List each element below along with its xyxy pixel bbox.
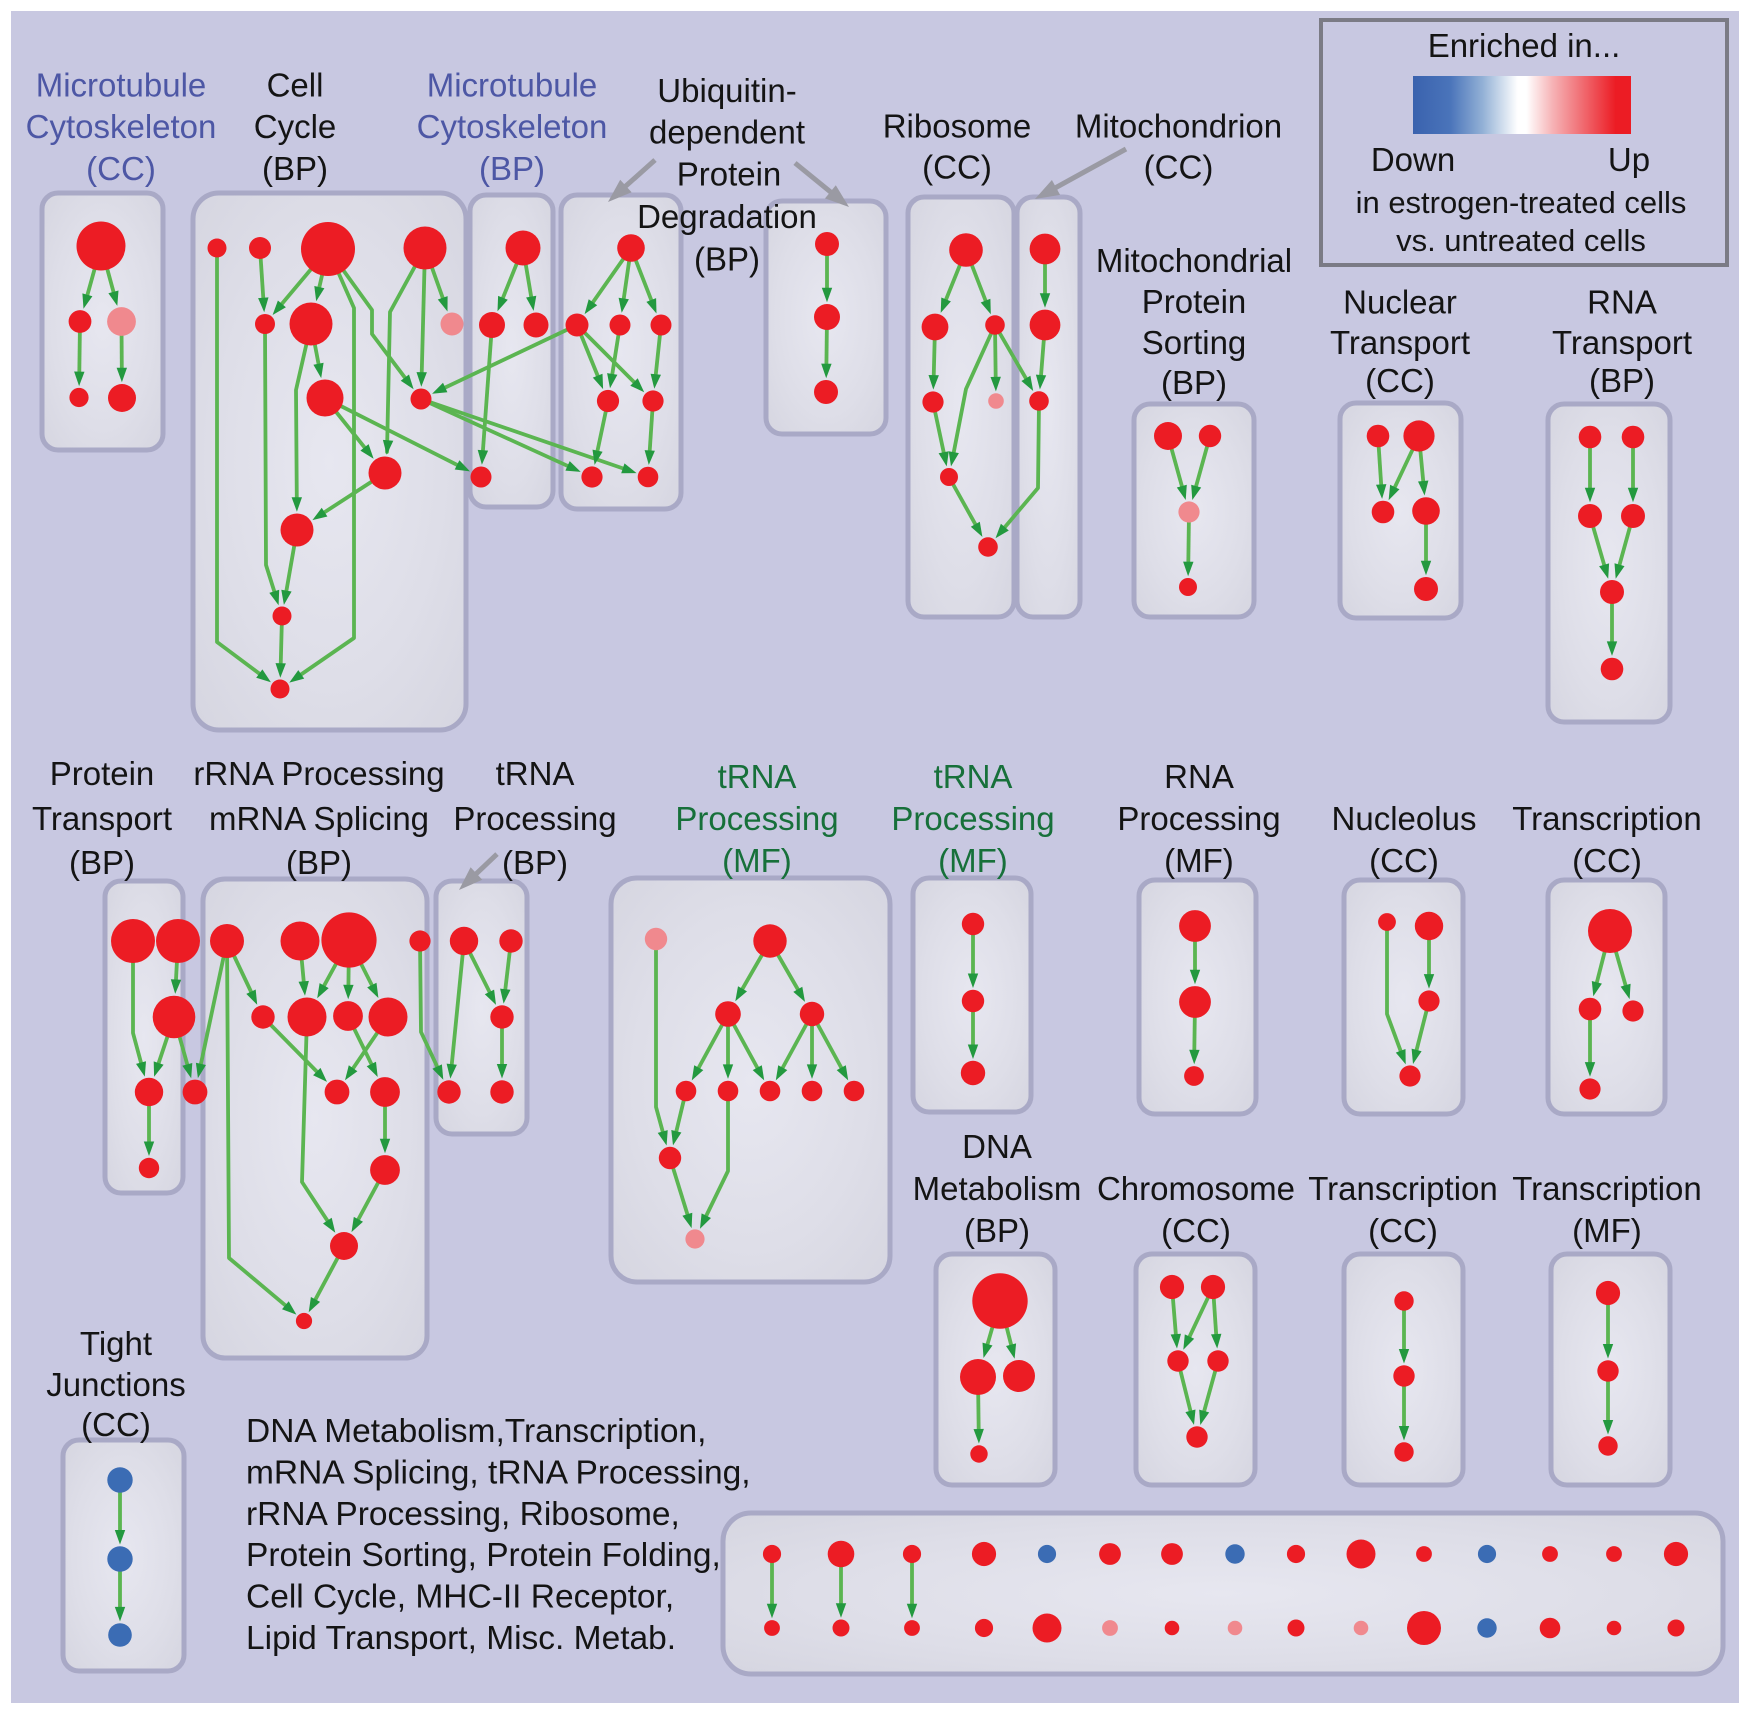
- svg-text:Protein: Protein: [50, 755, 155, 792]
- svg-text:(CC): (CC): [1369, 842, 1439, 879]
- svg-text:Processing: Processing: [453, 800, 616, 837]
- svg-text:(CC): (CC): [1368, 1212, 1438, 1249]
- svg-text:Processing: Processing: [675, 800, 838, 837]
- svg-text:(BP): (BP): [964, 1212, 1030, 1249]
- svg-text:(BP): (BP): [479, 150, 545, 187]
- svg-text:(BP): (BP): [69, 844, 135, 881]
- svg-text:rRNA Processing: rRNA Processing: [193, 755, 444, 792]
- svg-text:Processing: Processing: [891, 800, 1054, 837]
- svg-text:Transcription: Transcription: [1308, 1170, 1498, 1207]
- svg-text:Mitochondrial: Mitochondrial: [1096, 242, 1292, 279]
- svg-text:(BP): (BP): [286, 844, 352, 881]
- svg-text:Microtubule: Microtubule: [427, 67, 598, 104]
- svg-text:Cell Cycle, MHC-II Receptor,: Cell Cycle, MHC-II Receptor,: [246, 1579, 674, 1616]
- svg-text:tRNA: tRNA: [934, 758, 1013, 795]
- svg-text:(MF): (MF): [1572, 1212, 1642, 1249]
- svg-text:(MF): (MF): [1164, 842, 1234, 879]
- svg-text:Tight: Tight: [80, 1325, 152, 1362]
- svg-text:Enriched in...: Enriched in...: [1428, 27, 1621, 64]
- svg-text:(MF): (MF): [722, 842, 792, 879]
- svg-text:Processing: Processing: [1117, 800, 1280, 837]
- svg-text:Transport: Transport: [1552, 324, 1692, 361]
- svg-text:(BP): (BP): [502, 844, 568, 881]
- svg-text:Transport: Transport: [32, 800, 172, 837]
- svg-text:rRNA Processing, Ribosome,: rRNA Processing, Ribosome,: [246, 1496, 680, 1533]
- svg-text:Cytoskeleton: Cytoskeleton: [417, 108, 608, 145]
- svg-text:(CC): (CC): [922, 149, 992, 186]
- svg-text:Nucleolus: Nucleolus: [1332, 800, 1477, 837]
- svg-text:dependent: dependent: [649, 114, 805, 151]
- svg-text:Chromosome: Chromosome: [1097, 1170, 1295, 1207]
- svg-text:(BP): (BP): [1161, 364, 1227, 401]
- svg-text:(CC): (CC): [86, 150, 156, 187]
- svg-text:(CC): (CC): [81, 1406, 151, 1443]
- svg-text:(CC): (CC): [1144, 149, 1214, 186]
- svg-text:Mitochondrion: Mitochondrion: [1075, 108, 1282, 145]
- svg-text:RNA: RNA: [1164, 758, 1234, 795]
- svg-text:mRNA Splicing: mRNA Splicing: [209, 800, 429, 837]
- svg-text:Metabolism: Metabolism: [913, 1170, 1082, 1207]
- svg-text:DNA: DNA: [962, 1128, 1032, 1165]
- svg-text:vs. untreated cells: vs. untreated cells: [1396, 223, 1646, 258]
- svg-text:Transcription: Transcription: [1512, 800, 1702, 837]
- svg-text:Degradation: Degradation: [637, 198, 817, 235]
- svg-text:(BP): (BP): [1589, 362, 1655, 399]
- svg-text:Up: Up: [1608, 141, 1650, 178]
- svg-text:Cytoskeleton: Cytoskeleton: [26, 108, 217, 145]
- svg-text:(CC): (CC): [1572, 842, 1642, 879]
- svg-text:Protein Sorting, Protein Foldi: Protein Sorting, Protein Folding,: [246, 1537, 721, 1574]
- svg-text:(MF): (MF): [938, 842, 1008, 879]
- svg-text:Ribosome: Ribosome: [883, 108, 1032, 145]
- svg-text:Down: Down: [1371, 141, 1455, 178]
- svg-text:Transcription: Transcription: [1512, 1170, 1702, 1207]
- svg-text:RNA: RNA: [1587, 284, 1657, 321]
- svg-text:Transport: Transport: [1330, 324, 1470, 361]
- svg-text:Protein: Protein: [1142, 283, 1247, 320]
- svg-text:(BP): (BP): [694, 241, 760, 278]
- svg-text:Microtubule: Microtubule: [36, 67, 207, 104]
- svg-text:(BP): (BP): [262, 150, 328, 187]
- svg-text:Junctions: Junctions: [46, 1366, 185, 1403]
- svg-text:Protein: Protein: [677, 155, 782, 192]
- svg-text:Nuclear: Nuclear: [1343, 284, 1457, 321]
- svg-text:mRNA Splicing, tRNA Processing: mRNA Splicing, tRNA Processing,: [246, 1454, 751, 1491]
- svg-text:in estrogen-treated cells: in estrogen-treated cells: [1356, 185, 1687, 220]
- svg-text:Lipid Transport, Misc. Metab.: Lipid Transport, Misc. Metab.: [246, 1620, 676, 1657]
- svg-text:Cycle: Cycle: [254, 108, 337, 145]
- svg-text:tRNA: tRNA: [718, 758, 797, 795]
- svg-text:tRNA: tRNA: [496, 755, 575, 792]
- svg-text:(CC): (CC): [1365, 362, 1435, 399]
- svg-text:DNA Metabolism,Transcription,: DNA Metabolism,Transcription,: [246, 1413, 706, 1450]
- svg-text:(CC): (CC): [1161, 1212, 1231, 1249]
- svg-text:Cell: Cell: [267, 67, 324, 104]
- svg-text:Sorting: Sorting: [1142, 324, 1247, 361]
- svg-text:Ubiquitin-: Ubiquitin-: [657, 72, 796, 109]
